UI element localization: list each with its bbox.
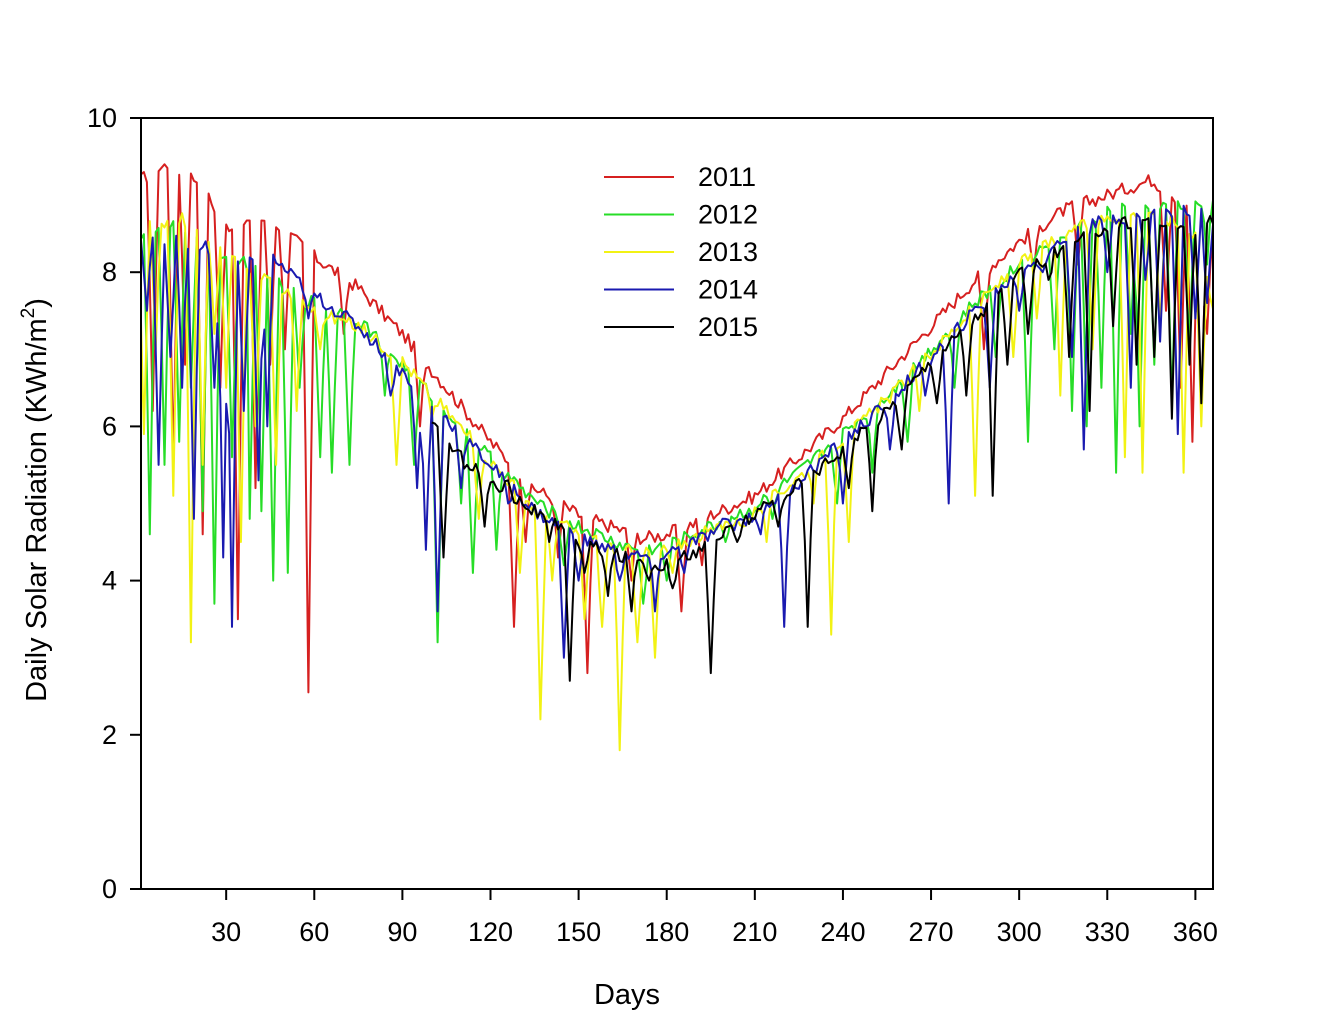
series-line-2012: [141, 199, 1213, 644]
y-tick-label-2: 2: [102, 720, 117, 750]
x-tick-label-330: 330: [1085, 917, 1130, 947]
x-tick-label-90: 90: [387, 917, 417, 947]
series-line-2014: [141, 204, 1213, 659]
y-axis-title: Daily Solar Radiation (KWh/m2): [18, 298, 53, 702]
plot-frame: [140, 117, 1214, 890]
x-tick-label-210: 210: [732, 917, 777, 947]
x-tick-label-300: 300: [997, 917, 1042, 947]
x-tick-label-30: 30: [211, 917, 241, 947]
x-tick-label-270: 270: [909, 917, 954, 947]
y-tick-label-10: 10: [87, 103, 117, 133]
series-line-2015: [431, 215, 1213, 682]
x-tick-label-180: 180: [644, 917, 689, 947]
y-tick-label-8: 8: [102, 257, 117, 287]
y-tick-label-0: 0: [102, 874, 117, 904]
x-tick-label-60: 60: [299, 917, 329, 947]
y-axis-title-superscript: 2: [18, 308, 39, 319]
legend-label-2013: 2013: [698, 237, 758, 267]
y-axis: 0 2 4 6 8 10: [87, 103, 141, 904]
x-tick-label-240: 240: [820, 917, 865, 947]
legend-label-2015: 2015: [698, 312, 758, 342]
x-tick-label-120: 120: [468, 917, 513, 947]
x-axis: 30 60 90 120 150 180 210 240 270 300 330 360: [211, 889, 1218, 947]
y-axis-title-close: ): [21, 298, 53, 308]
x-axis-title: Days: [594, 979, 660, 1011]
legend-label-2014: 2014: [698, 275, 758, 305]
legend-label-2012: 2012: [698, 200, 758, 230]
x-tick-label-150: 150: [556, 917, 601, 947]
y-tick-label-6: 6: [102, 411, 117, 441]
x-tick-label-360: 360: [1173, 917, 1218, 947]
y-tick-label-4: 4: [102, 566, 117, 596]
legend: 2011 2012 2013 2014 2015: [604, 162, 758, 342]
y-axis-title-main: Daily Solar Radiation (KWh/m: [21, 318, 53, 702]
legend-label-2011: 2011: [698, 162, 756, 192]
series-layer: [141, 163, 1213, 752]
